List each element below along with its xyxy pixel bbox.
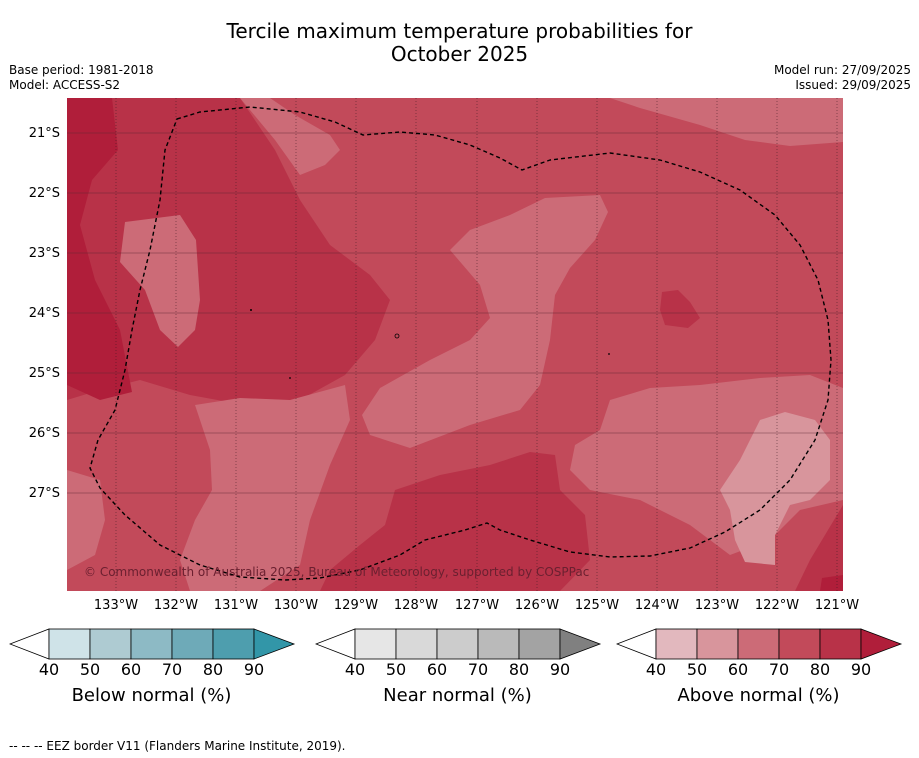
region-80-upper-west (67, 98, 390, 405)
region-60-central (362, 195, 608, 448)
colorbar-tick-label: 90 (850, 660, 872, 679)
eez-legend-footer: -- -- -- EEZ border V11 (Flanders Marine… (9, 739, 346, 753)
lon-label: 131°W (213, 598, 259, 613)
region-60-southwest (180, 385, 350, 591)
colorbar-segment (518, 628, 561, 660)
island-dot (394, 333, 400, 339)
colorbar-segment (436, 628, 479, 660)
model-run-text: Model run: 27/09/2025 (773, 63, 911, 77)
lon-label: 124°W (634, 598, 680, 613)
lon-label: 122°W (754, 598, 800, 613)
lon-label: 129°W (333, 598, 379, 613)
colorbar-tick-label: 70 (467, 660, 489, 679)
colorbar-tick-label: 40 (344, 660, 366, 679)
colorbar-tick-label: 60 (120, 660, 142, 679)
lon-label: 133°W (93, 598, 139, 613)
lat-label: 21°S (28, 126, 60, 141)
colorbar-tick-label: 70 (161, 660, 183, 679)
region-90-far-west (67, 98, 132, 400)
colorbar-segment (212, 628, 255, 660)
copyright-text: © Commonwealth of Australia 2025, Bureau… (84, 565, 590, 579)
eez-border-line (89, 106, 832, 581)
chart-title-line-1: Tercile maximum temperature probabilitie… (226, 19, 693, 43)
issued-text: Issued: 29/09/2025 (795, 78, 911, 92)
colorbar-tick-label: 60 (727, 660, 749, 679)
lat-label: 26°S (28, 426, 60, 441)
lon-label: 121°W (814, 598, 860, 613)
colorbar-segment (819, 628, 862, 660)
colorbar-tick-label: 70 (768, 660, 790, 679)
colorbar-max-arrow (253, 628, 296, 660)
region-60-west (120, 215, 200, 347)
longitude-gridlines (115, 98, 838, 591)
colorbar-segment (778, 628, 821, 660)
lon-label: 130°W (273, 598, 319, 613)
lat-label: 27°S (28, 486, 60, 501)
colorbar-segment (737, 628, 780, 660)
colorbar-segment (477, 628, 520, 660)
lon-label: 127°W (454, 598, 500, 613)
colorbar-below-normal-label: Below normal (%) (71, 685, 232, 706)
lat-label: 23°S (28, 246, 60, 261)
colorbar-near-normal (315, 628, 602, 660)
colorbar-above-normal-label: Above normal (%) (677, 685, 840, 706)
colorbar-min-arrow (9, 628, 50, 660)
colorbar-tick-label: 80 (508, 660, 530, 679)
colorbar-segment (395, 628, 438, 660)
base-period-text: Base period: 1981-2018 (9, 63, 154, 77)
lat-label: 24°S (28, 306, 60, 321)
colorbar-max-arrow (860, 628, 903, 660)
colorbar-near-normal-label: Near normal (%) (383, 685, 532, 706)
region-80-southeast-corner (795, 505, 843, 591)
chart-title-line-2: October 2025 (390, 42, 529, 66)
colorbar-segment (89, 628, 132, 660)
colorbar-tick-label: 40 (38, 660, 60, 679)
region-80-south (320, 452, 590, 591)
colorbar-segment (655, 628, 698, 660)
colorbar-segment (130, 628, 173, 660)
colorbar-above-normal (616, 628, 903, 660)
colorbar-min-arrow (616, 628, 657, 660)
island-dot (608, 353, 610, 355)
latitude-gridlines (67, 132, 843, 494)
colorbar-tick-label: 50 (686, 660, 708, 679)
colorbar-segment (696, 628, 739, 660)
colorbar-tick-label: 80 (202, 660, 224, 679)
colorbar-tick-label: 90 (549, 660, 571, 679)
region-60-northeast (610, 98, 843, 146)
colorbar-tick-label: 50 (79, 660, 101, 679)
colorbar-below-normal (9, 628, 296, 660)
colorbar-tick-label: 60 (426, 660, 448, 679)
colorbar-max-arrow (559, 628, 602, 660)
lon-label: 132°W (153, 598, 199, 613)
lat-label: 22°S (28, 186, 60, 201)
island-dot (250, 309, 252, 311)
region-60-southwest-corner (67, 470, 105, 570)
region-60-north (180, 98, 340, 175)
colorbar-min-arrow (315, 628, 356, 660)
colorbar-tick-label: 80 (809, 660, 831, 679)
lon-label: 128°W (393, 598, 439, 613)
colorbar-tick-label: 50 (385, 660, 407, 679)
lon-label: 123°W (694, 598, 740, 613)
model-text: Model: ACCESS-S2 (9, 78, 121, 92)
colorbar-segment (354, 628, 397, 660)
lat-label: 25°S (28, 366, 60, 381)
region-80-east-patch (660, 290, 700, 328)
colorbar-segment (171, 628, 214, 660)
colorbar-segment (48, 628, 91, 660)
colorbar-tick-label: 90 (243, 660, 265, 679)
lon-label: 126°W (514, 598, 560, 613)
island-dot (289, 377, 291, 379)
region-50-southeast (720, 412, 830, 565)
lon-label: 125°W (574, 598, 620, 613)
colorbar-tick-label: 40 (645, 660, 667, 679)
